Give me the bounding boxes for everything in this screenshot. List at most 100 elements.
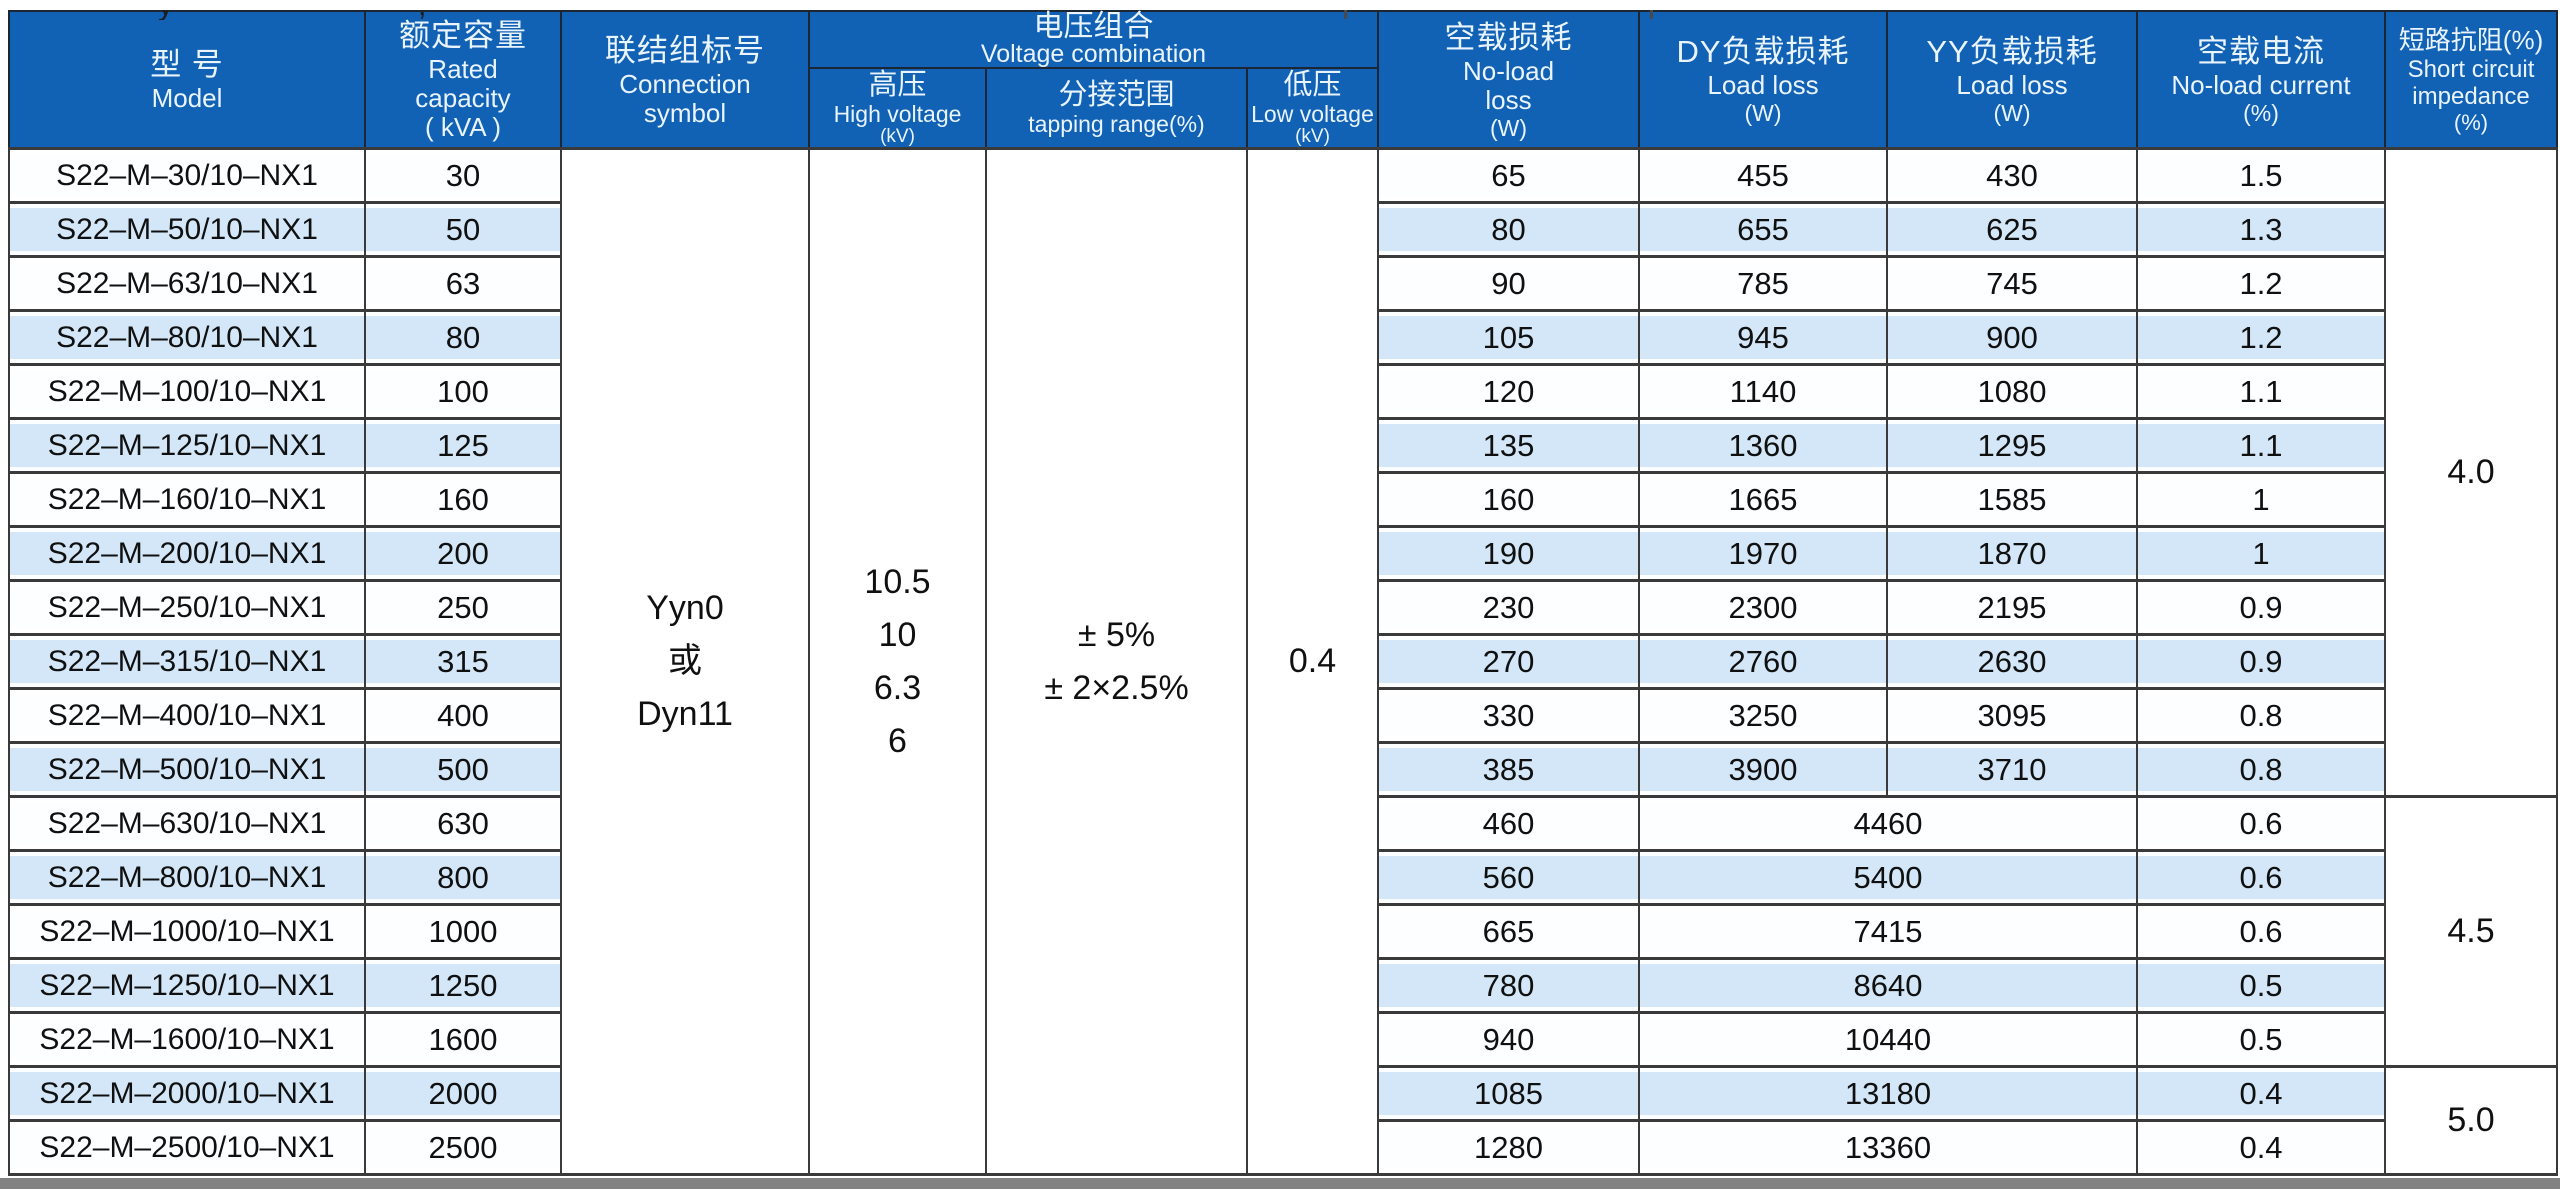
- no-load-loss-cell: 65: [1377, 147, 1641, 204]
- capacity-cell: 50: [364, 201, 562, 258]
- page: y , 型 号 Model 额定容量 Rated capacity ( kVA …: [0, 10, 2560, 1189]
- table-row: S22–M–80/10–NX1 80 105 945 900 1.2: [8, 309, 2557, 366]
- border-fragment: [1344, 10, 1347, 19]
- merged-cell-line: ± 5%: [1077, 615, 1156, 654]
- header-label-en: Load loss: [1707, 70, 1819, 100]
- impedance-cell: 5.0: [2384, 1065, 2559, 1176]
- capacity-cell: 1600: [364, 1011, 562, 1068]
- load-loss-combined-cell: 5400: [1638, 849, 2139, 906]
- dy-load-loss-cell: 1360: [1638, 417, 1889, 474]
- header-unit: (W): [1744, 100, 1782, 126]
- no-load-loss-cell: 560: [1377, 849, 1641, 906]
- cropped-text-strip: y ,: [0, 10, 2560, 20]
- merged-cell-line: 10: [878, 615, 917, 654]
- no-load-loss-cell: 1280: [1377, 1119, 1641, 1176]
- capacity-cell: 63: [364, 255, 562, 312]
- no-load-current-cell: 1: [2136, 471, 2387, 528]
- no-load-loss-cell: 135: [1377, 417, 1641, 474]
- dy-load-loss-cell: 455: [1638, 147, 1889, 204]
- yy-load-loss-cell: 3710: [1886, 741, 2139, 798]
- header-label-en: Model: [151, 83, 223, 113]
- no-load-current-cell: 1.2: [2136, 309, 2387, 366]
- header-label-en: capacity: [415, 83, 511, 113]
- dy-load-loss-cell: 1970: [1638, 525, 1889, 582]
- load-loss-combined-cell: 7415: [1638, 903, 2139, 960]
- dy-load-loss-cell: 785: [1638, 255, 1889, 312]
- no-load-current-cell: 0.6: [2136, 903, 2387, 960]
- no-load-current-cell: 0.8: [2136, 741, 2387, 798]
- connection-symbol-cell: Yyn0 或 Dyn11: [560, 147, 810, 1176]
- dy-load-loss-cell: 945: [1638, 309, 1889, 366]
- no-load-loss-cell: 1085: [1377, 1065, 1641, 1122]
- no-load-current-cell: 0.4: [2136, 1119, 2387, 1176]
- header-unit: (%): [2243, 100, 2279, 126]
- header-label-zh: 联结组标号: [605, 32, 765, 68]
- model-cell: S22–M–250/10–NX1: [8, 579, 366, 636]
- rated-capacity-header: 额定容量 Rated capacity ( kVA ): [364, 10, 562, 150]
- no-load-loss-cell: 230: [1377, 579, 1641, 636]
- table-header: 型 号 Model 额定容量 Rated capacity ( kVA ) 联结…: [8, 10, 2559, 150]
- no-load-loss-cell: 160: [1377, 471, 1641, 528]
- impedance-cell: 4.0: [2384, 147, 2559, 798]
- header-label-zh: 低压: [1283, 69, 1342, 101]
- no-load-current-cell: 0.9: [2136, 579, 2387, 636]
- no-load-loss-cell: 940: [1377, 1011, 1641, 1068]
- table-row: S22–M–1250/10–NX1 1250 780 8640 0.5: [8, 957, 2557, 1014]
- header-unit: (kV): [1295, 126, 1330, 147]
- model-cell: S22–M–50/10–NX1: [8, 201, 366, 258]
- capacity-cell: 2000: [364, 1065, 562, 1122]
- capacity-cell: 200: [364, 525, 562, 582]
- header-unit: ( kVA ): [424, 112, 502, 142]
- impedance-cell: 4.5: [2384, 795, 2559, 1068]
- capacity-cell: 400: [364, 687, 562, 744]
- no-load-current-cell: 1.2: [2136, 255, 2387, 312]
- header-label-zh: DY负载损耗: [1676, 34, 1850, 69]
- capacity-cell: 125: [364, 417, 562, 474]
- text-fragment: y: [158, 10, 173, 20]
- table-row: S22–M–400/10–NX1 400 330 3250 3095 0.8: [8, 687, 2557, 744]
- header-label-en: Low voltage: [1251, 101, 1374, 127]
- dy-load-loss-cell: 2760: [1638, 633, 1889, 690]
- tapping-range-cell: ± 5% ± 2×2.5%: [985, 147, 1248, 1176]
- table-row: S22–M–250/10–NX1 250 230 2300 2195 0.9: [8, 579, 2557, 636]
- no-load-loss-cell: 665: [1377, 903, 1641, 960]
- model-cell: S22–M–30/10–NX1: [8, 147, 366, 204]
- dy-load-loss-header: DY负载损耗 Load loss (W): [1638, 10, 1889, 150]
- table-row: S22–M–63/10–NX1 63 90 785 745 1.2: [8, 255, 2557, 312]
- table-row: S22–M–160/10–NX1 160 160 1665 1585 1: [8, 471, 2557, 528]
- no-load-loss-cell: 80: [1377, 201, 1641, 258]
- header-label-zh: 电压组合: [1033, 10, 1154, 43]
- capacity-cell: 800: [364, 849, 562, 906]
- capacity-cell: 100: [364, 363, 562, 420]
- model-cell: S22–M–630/10–NX1: [8, 795, 366, 852]
- table-row: S22–M–100/10–NX1 100 120 1140 1080 1.1: [8, 363, 2557, 420]
- header-label-en: Connection: [619, 68, 751, 99]
- model-cell: S22–M–125/10–NX1: [8, 417, 366, 474]
- yy-load-loss-cell: 2630: [1886, 633, 2139, 690]
- header-unit: (%): [2453, 110, 2489, 135]
- yy-load-loss-cell: 900: [1886, 309, 2139, 366]
- tapping-range-subheader: 分接范围 tapping range(%): [985, 67, 1248, 150]
- no-load-loss-cell: 330: [1377, 687, 1641, 744]
- header-label-en: No-load current: [2171, 70, 2351, 100]
- merged-cell-line: Dyn11: [637, 695, 733, 733]
- table-row: S22–M–800/10–NX1 800 560 5400 0.6: [8, 849, 2557, 906]
- table-row: S22–M–315/10–NX1 315 270 2760 2630 0.9: [8, 633, 2557, 690]
- model-cell: S22–M–80/10–NX1: [8, 309, 366, 366]
- no-load-current-cell: 1.5: [2136, 147, 2387, 204]
- low-voltage-subheader: 低压 Low voltage (kV): [1245, 67, 1380, 150]
- capacity-cell: 2500: [364, 1119, 562, 1176]
- table-bottom-bar: [0, 1178, 2560, 1189]
- model-cell: S22–M–1250/10–NX1: [8, 957, 366, 1014]
- yy-load-loss-cell: 3095: [1886, 687, 2139, 744]
- no-load-loss-cell: 120: [1377, 363, 1641, 420]
- header-label-zh: 分接范围: [1058, 79, 1175, 111]
- capacity-cell: 1000: [364, 903, 562, 960]
- header-label-en: High voltage: [833, 101, 962, 127]
- header-label-zh: 空载损耗: [1444, 19, 1573, 55]
- yy-load-loss-cell: 2195: [1886, 579, 2139, 636]
- no-load-loss-cell: 460: [1377, 795, 1641, 852]
- model-cell: S22–M–315/10–NX1: [8, 633, 366, 690]
- table-row: S22–M–2000/10–NX1 2000 1085 13180 0.4 5.0: [8, 1065, 2559, 1176]
- capacity-cell: 630: [364, 795, 562, 852]
